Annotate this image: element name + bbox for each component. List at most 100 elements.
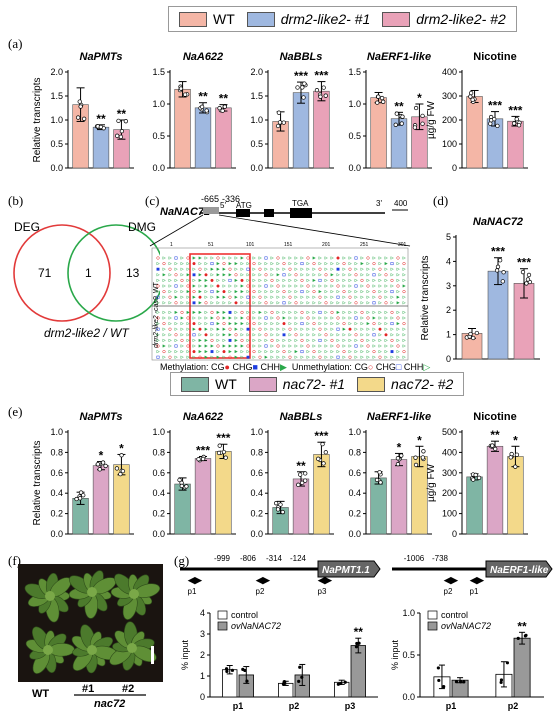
bar-a4-0 [466,96,483,169]
point-a3-0-3 [379,95,385,101]
photo-label-n2: #2 [122,683,134,695]
y-tick-label-a2-1: 0.5 [250,139,263,149]
y-tick-label-e0-1: 0.2 [50,509,63,519]
point-e0-0-3 [81,493,86,498]
y-tick-label-a3-3: 1.5 [348,67,361,77]
y-tick-label-e4-2: 200 [442,488,457,498]
bar-a0-1 [92,126,110,169]
sig-a2-2: *** [314,69,328,83]
key-chg-u: CHG [375,362,396,372]
y-tick-label-a1-3: 1.5 [152,67,165,77]
point-e2-0-4 [278,502,283,507]
gene-tga: TGA [292,199,309,208]
panel-g: NaPMT1.1 -999 -806 -314 -124 ◀▶ p1 ◀▶ p2 ◀▶ p3 NaER… [180,555,553,711]
key-chh-u: CHH [403,362,424,372]
g-y-tick-g1-2: 2 [200,650,205,660]
point-e3-2-0 [413,462,419,468]
point-a3-1-4 [400,114,405,119]
zoom-line-right [218,214,411,247]
point-e3-2-3 [420,455,426,460]
g-legend-swatch-g1-1 [217,621,228,631]
y-tick-label-e1-4: 0.8 [152,447,165,457]
point-a4-2-3 [511,121,517,126]
y-tick-label-a2-4: 2.0 [250,67,263,77]
panel-label-b: (b) [8,193,24,208]
legend-top: WT drm2-like2- #1 drm2-like2- #2 [168,6,517,32]
y-tick-label-e1-3: 0.6 [152,468,165,478]
point-e3-0-4 [374,477,380,483]
panel-label-f: (f) [8,553,21,568]
y-tick-label-e4-0: 0 [452,529,457,539]
point-e0-1-0 [100,460,106,465]
g-legend-label-g1-1: ovNaNAC72 [231,621,281,631]
point-e0-1-2 [103,463,108,469]
point-e2-0-0 [280,509,285,515]
bar-e3-0 [370,477,387,535]
y-tick-label-e0-5: 1.0 [50,427,63,437]
y-tick-label-a3-1: 0.5 [348,131,361,141]
sig-a1-2: ** [219,92,229,106]
point-a3-1-1 [394,111,399,116]
bar-e4-0 [466,476,483,535]
y-tick-label-a0-0: 0.0 [50,163,63,173]
chart-title-a1: NaA622 [183,51,223,63]
sig-e0-2: * [119,441,124,455]
point-e2-2-3 [316,456,321,461]
g-y-label-g2: % input [390,639,400,670]
y-tick-label-e2-1: 0.2 [250,509,263,519]
point-a2-0-4 [275,123,281,129]
y-tick-label-e0-0: 0.0 [50,529,63,539]
g-legend-label-g1-0: control [231,610,258,620]
y-tick-label-e1-0: 0.0 [152,529,165,539]
point-e3-0-2 [378,480,383,485]
point-a0-2-0 [115,133,120,138]
point-a4-1-3 [492,116,497,122]
key-chg: CHG [232,362,253,372]
panel-label-a: (a) [8,36,23,51]
point-a0-2-1 [123,119,129,124]
point-d-2-0 [520,269,526,275]
y-tick-label-e2-4: 0.8 [250,447,263,457]
promoter-gene-g1: NaPMT1.1 [322,565,370,576]
y-label-d: Relative transcripts [420,255,431,340]
y-tick-label-e0-2: 0.4 [50,488,63,498]
primer-label-g1-0: p1 [188,587,197,596]
point-a4-2-4 [516,123,522,128]
point-d-2-4 [525,277,531,282]
grid-tick-3: 151 [284,242,293,248]
point-e3-1-2 [399,453,404,458]
g-y-tick-g1-0: 0 [200,692,205,702]
venn-dmg-label: DMG [128,220,156,234]
point-a2-0-2 [281,120,286,125]
y-tick-label-e1-1: 0.2 [152,509,165,519]
promoter-gene-g2: NaERF1-like [490,565,549,576]
primer-arrows-g1-0: ◀▶ [187,575,203,585]
y-tick-label-a2-3: 1.5 [250,91,263,101]
y-label-a0: Relative transcripts [32,77,43,162]
plant-photo: WT #1 #2 nac72 [18,564,163,709]
y-tick-label-a4-3: 300 [442,91,457,101]
panel-a-charts: NaPMTs 0.0 0.5 1.0 1.5 2.0 Relative transcript… [32,51,528,173]
bar-a1-0 [174,88,191,169]
g-legend-label-g2-1: ovNaNAC72 [441,621,491,631]
point-a3-0-0 [375,100,380,105]
sig-e3-1: * [397,440,402,454]
gene-exon3 [290,208,312,218]
legend-mid: WT nac72- #1 nac72- #2 [170,372,465,396]
bar-a3-1 [390,118,408,169]
point-e2-2-0 [321,461,326,466]
point-d-2-2 [526,272,532,278]
sig-e3-2: * [417,433,422,447]
y-tick-label-d-4: 4 [446,256,451,266]
y-tick-label-e2-5: 1.0 [250,427,263,437]
point-e1-0-3 [177,477,182,483]
sig-e4-1: ** [490,428,500,442]
point-e3-2-2 [421,449,426,454]
g-y-tick-g1-3: 3 [200,629,205,639]
sig-e1-2: *** [216,431,230,445]
key-cg: CG [211,362,225,372]
point-a4-0-4 [468,90,474,96]
point-e1-0-1 [184,484,189,489]
point-e4-2-2 [513,464,518,469]
point-d-0-2 [471,335,476,341]
